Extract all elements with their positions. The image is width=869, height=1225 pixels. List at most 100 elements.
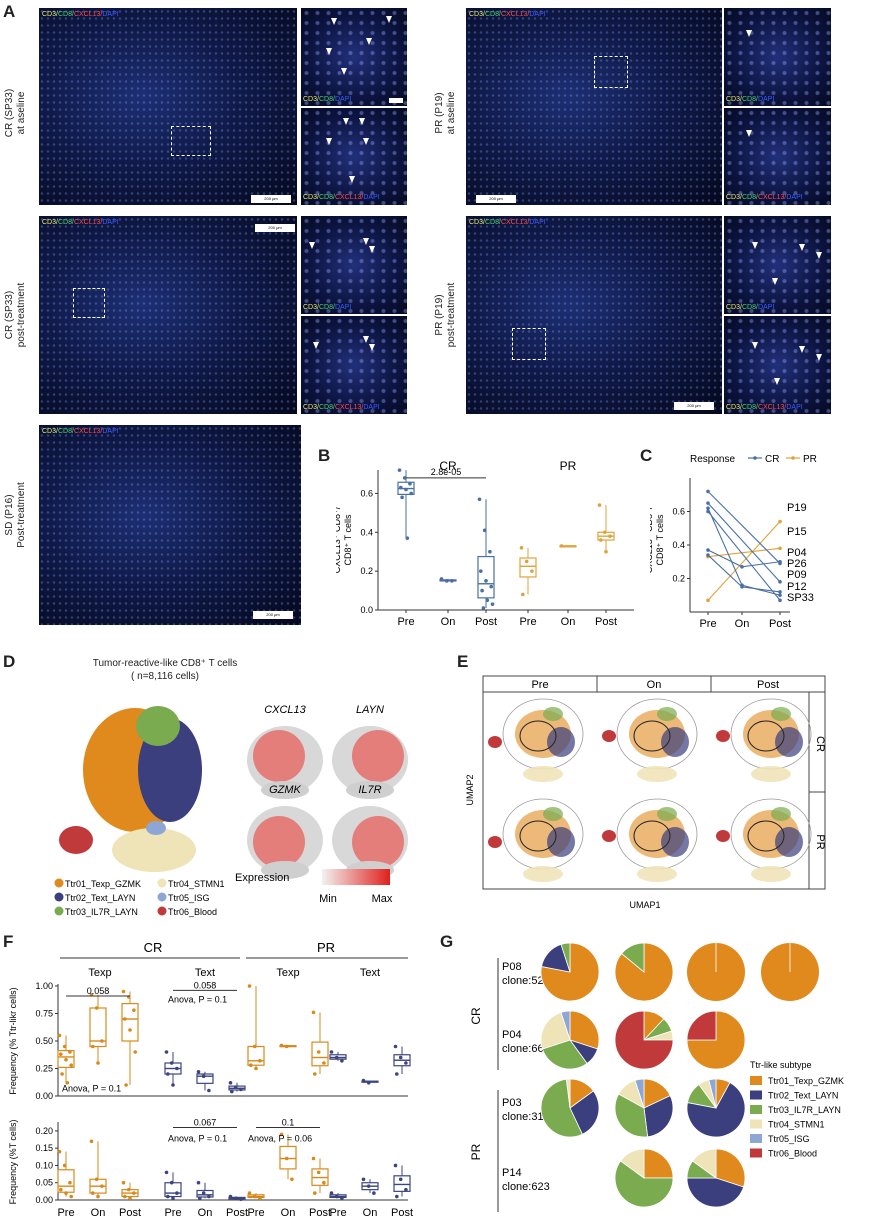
panel-b-letter: B bbox=[318, 446, 331, 465]
density-contour-inner bbox=[633, 720, 671, 752]
box-pr_text-on-point bbox=[366, 1184, 371, 1188]
arrow-marker bbox=[363, 336, 369, 343]
cluster-ttr04 bbox=[523, 766, 563, 782]
anova-label: Anova, P = 0.1 bbox=[62, 1084, 121, 1094]
y-tick-label: 0.00 bbox=[35, 1091, 53, 1101]
stain-legend: CD3/CD8/CXCL13/DAPI bbox=[469, 219, 546, 226]
box-cr_texp-pre-point bbox=[68, 1050, 72, 1054]
stain-legend: CD3/CD8/CXCL13/DAPI bbox=[469, 11, 546, 18]
row-label-sd-post: SD (P16) Post-treatment bbox=[4, 482, 27, 548]
legend-label: Ttr02_Text_LAYN bbox=[768, 1091, 838, 1101]
pie-slice bbox=[560, 942, 571, 973]
series-line bbox=[707, 502, 781, 583]
box-pr-pre-box bbox=[519, 557, 537, 578]
box-cr_texp-post-point bbox=[123, 1017, 127, 1021]
arrow-marker bbox=[326, 48, 332, 55]
x-tick-label: On bbox=[735, 618, 750, 630]
box-pr_text-post-box bbox=[393, 1175, 411, 1192]
x-tick-label: Post bbox=[119, 1207, 141, 1219]
pie-slice bbox=[569, 1090, 600, 1135]
y-tick-label: 0.0 bbox=[360, 605, 373, 615]
umap-title: Tumor-reactive-like CD8⁺ T cells bbox=[92, 658, 238, 669]
arrow-marker bbox=[752, 242, 758, 249]
box-cr-pre-point bbox=[404, 487, 408, 492]
box-cr_text-post-point bbox=[230, 1089, 234, 1094]
cluster-ttr03 bbox=[657, 707, 677, 721]
row-label-pr-baseline: PR (P19) at aseline bbox=[434, 91, 457, 135]
box-cr-post-point bbox=[479, 569, 483, 573]
panel-d-umaps: Ttr01_Texp_GZMK Ttr02_Text_LAYN Ttr03_IL7R… bbox=[54, 704, 408, 917]
box-pr_texp-post-point bbox=[316, 1050, 321, 1054]
pie-slice bbox=[691, 1148, 717, 1179]
density-contour-inner bbox=[519, 820, 557, 852]
arrow-marker bbox=[386, 16, 392, 23]
arrow-marker bbox=[326, 138, 332, 145]
inset-pr-baseline-2: CD3/CD8/CXCL13/DAPI bbox=[724, 108, 831, 205]
arrow-marker bbox=[341, 68, 347, 75]
pie-slice bbox=[569, 1010, 600, 1050]
group-label-pr: PR bbox=[317, 940, 335, 955]
expression-max: Max bbox=[372, 893, 393, 905]
legend-label: Ttr04_STMN1 bbox=[768, 1120, 825, 1130]
box-cr_text-on-point bbox=[198, 1196, 202, 1201]
y-axis-label: Frequency (% Ttr-likr cells) bbox=[8, 987, 18, 1094]
x-tick-label: On bbox=[441, 616, 456, 628]
cluster-ttr04 bbox=[637, 766, 677, 782]
box-pr_text-post-point bbox=[393, 1044, 398, 1049]
legend-label: Ttr02_Text_LAYN bbox=[65, 893, 135, 903]
box-cr_texp-on-point bbox=[96, 1061, 100, 1065]
box-cr_text-pre-point bbox=[166, 1194, 170, 1199]
box-cr-post-point bbox=[488, 549, 492, 554]
density-contour-inner bbox=[633, 820, 671, 852]
series-point bbox=[778, 598, 782, 603]
legend-label: Ttr01_Texp_GZMK bbox=[65, 879, 141, 889]
scale-bar: 200 μm bbox=[476, 195, 516, 203]
pval-label: 0.058 bbox=[87, 986, 110, 996]
cluster-ttr04 bbox=[523, 866, 563, 882]
micrograph-sd-post: CD3/CD8/CXCL13/DAPI 200 μm bbox=[39, 425, 301, 625]
stain-legend: CD3/CD8/CXCL13/DAPI bbox=[303, 404, 380, 411]
box-cr_texp-post-box bbox=[121, 1002, 139, 1042]
legend-pr-dot bbox=[791, 456, 795, 460]
scale-bar: 200 μm bbox=[255, 224, 295, 232]
series-point bbox=[706, 506, 710, 510]
box-cr_texp-pre-point bbox=[69, 1063, 73, 1067]
box-pr_text-pre-point bbox=[329, 1191, 334, 1195]
y-tick-label: 0.4 bbox=[672, 540, 685, 550]
gene-label: IL7R bbox=[358, 784, 381, 796]
arrow-marker bbox=[369, 246, 375, 253]
box-pr_texp-post-point bbox=[313, 1072, 317, 1076]
box-cr_text-post-point bbox=[233, 1085, 238, 1089]
panel-g-letter: G bbox=[440, 932, 454, 951]
box-cr-pre-point bbox=[399, 485, 403, 490]
inset-cr-baseline-1: CD3/CD8/DAPI bbox=[301, 8, 407, 106]
pie-slice bbox=[540, 1078, 583, 1138]
series-point bbox=[740, 564, 744, 569]
inset-pr-post-1: CD3/CD8/DAPI bbox=[724, 216, 831, 314]
series-point bbox=[706, 489, 710, 494]
series-line bbox=[707, 521, 781, 601]
patient-label: P09 bbox=[787, 569, 807, 581]
y-tick-label: 0.00 bbox=[35, 1195, 53, 1205]
row-label-pr-post: PR (P19) post-treatment bbox=[434, 282, 457, 348]
arrow-marker bbox=[349, 176, 355, 183]
legend-swatch bbox=[750, 1105, 762, 1114]
arrow-marker bbox=[772, 278, 778, 285]
series-point bbox=[706, 598, 710, 603]
box-cr_texp-on-point bbox=[94, 1006, 99, 1010]
arrow-marker bbox=[363, 238, 369, 245]
pie-slice bbox=[541, 1039, 588, 1070]
x-tick-label: On bbox=[198, 1207, 213, 1219]
pval-label: 2.8e-05 bbox=[431, 467, 462, 477]
panel-g-pies: IIIIIIIVCRPRP08clone:520P04clone:668P03c… bbox=[469, 942, 844, 1212]
box-cr-post-point bbox=[485, 598, 490, 603]
box-cr_texp-pre-point bbox=[57, 1149, 62, 1154]
pie-slice bbox=[708, 1078, 717, 1109]
series-point bbox=[778, 561, 782, 566]
box-cr_texp-pre-point bbox=[68, 1180, 72, 1185]
cluster-ttr03 bbox=[771, 807, 791, 821]
micrograph-pr-post: CD3/CD8/CXCL13/DAPI 200 μm bbox=[466, 216, 722, 414]
series-point bbox=[778, 590, 782, 594]
box-cr_texp-pre-box bbox=[57, 1050, 75, 1068]
subgroup-label: Texp bbox=[88, 967, 111, 979]
